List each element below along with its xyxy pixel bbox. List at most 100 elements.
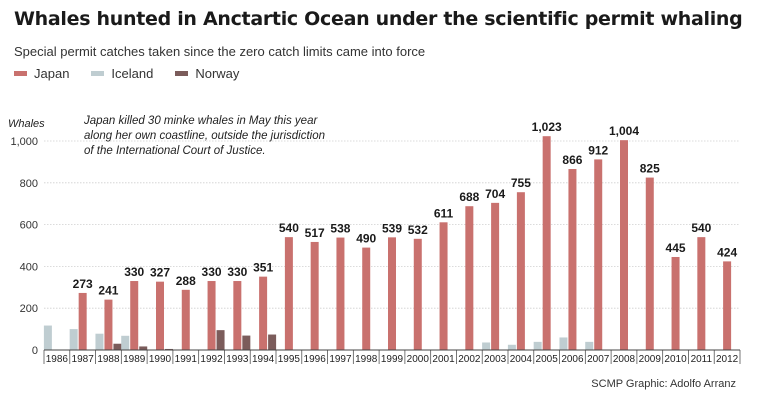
bar-norway xyxy=(242,335,251,350)
bar-japan xyxy=(723,261,732,350)
bar-iceland xyxy=(559,337,568,350)
data-label-japan: 351 xyxy=(253,261,273,275)
bar-japan xyxy=(671,256,680,350)
bar-japan xyxy=(439,222,448,350)
x-tick-label: 1995 xyxy=(278,354,301,365)
bar-iceland xyxy=(585,341,594,350)
x-tick-label: 1987 xyxy=(72,354,95,365)
data-label-japan: 540 xyxy=(691,221,711,235)
data-label-japan: 1,023 xyxy=(532,120,562,134)
bar-japan xyxy=(388,237,396,350)
bar-japan xyxy=(310,241,319,350)
bar-japan xyxy=(362,247,371,350)
x-tick-label: 1991 xyxy=(175,354,198,365)
bar-japan xyxy=(259,276,268,350)
bar-japan xyxy=(491,202,500,350)
data-label-japan: 424 xyxy=(717,245,737,259)
bar-iceland xyxy=(43,325,52,350)
bar-japan xyxy=(568,169,577,350)
bar-japan xyxy=(207,281,216,350)
chart-annotation: Japan killed 30 minke whales in May this… xyxy=(84,115,326,157)
legend-item-norway: Norway xyxy=(175,66,239,81)
x-tick-label: 1992 xyxy=(200,354,223,365)
data-label-japan: 445 xyxy=(666,241,686,255)
bar-japan xyxy=(336,237,345,350)
data-label-japan: 912 xyxy=(588,143,608,157)
data-label-japan: 688 xyxy=(459,190,479,204)
data-label-japan: 517 xyxy=(305,226,325,240)
x-tick-label: 1996 xyxy=(304,354,327,365)
data-label-japan: 330 xyxy=(124,265,144,279)
bar-japan xyxy=(620,140,628,350)
y-tick-label: 800 xyxy=(20,178,38,190)
bar-norway xyxy=(165,348,173,350)
x-tick-label: 2006 xyxy=(561,354,584,365)
y-axis-label: Whales xyxy=(8,118,45,130)
bar-norway xyxy=(268,334,277,350)
x-tick-label: 2010 xyxy=(664,354,687,365)
bar-norway xyxy=(216,330,225,350)
bar-japan xyxy=(645,177,654,350)
bar-japan xyxy=(413,238,422,350)
x-tick-label: 1997 xyxy=(329,354,352,365)
x-tick-label: 1994 xyxy=(252,354,275,365)
data-label-japan: 1,004 xyxy=(609,124,639,138)
data-label-japan: 273 xyxy=(73,277,93,291)
x-tick-label: 1998 xyxy=(355,354,378,365)
bar-japan xyxy=(181,289,190,350)
bar-norway xyxy=(113,343,122,350)
x-tick-label: 2011 xyxy=(691,354,713,365)
legend-swatch-japan xyxy=(14,71,27,76)
y-tick-label: 600 xyxy=(20,220,38,232)
bar-japan xyxy=(542,136,551,350)
legend-item-japan: Japan xyxy=(14,66,69,81)
chart-subtitle: Special permit catches taken since the z… xyxy=(14,44,426,59)
x-tick-label: 1993 xyxy=(226,354,249,365)
bar-japan xyxy=(697,237,706,350)
data-label-japan: 539 xyxy=(382,221,402,235)
data-label-japan: 330 xyxy=(202,265,222,279)
legend-label-norway: Norway xyxy=(195,66,240,81)
bar-japan xyxy=(284,237,293,350)
x-tick-label: 2005 xyxy=(536,354,559,365)
x-tick-label: 2000 xyxy=(407,354,430,365)
bar-iceland xyxy=(95,333,104,350)
bar-japan xyxy=(233,281,242,350)
x-tick-label: 2007 xyxy=(587,354,610,365)
bar-japan xyxy=(156,281,164,350)
x-tick-label: 2004 xyxy=(510,354,533,365)
data-label-japan: 825 xyxy=(640,162,660,176)
legend: Japan Iceland Norway xyxy=(14,66,239,81)
y-tick-label: 200 xyxy=(20,303,38,315)
y-tick-label: 0 xyxy=(32,345,38,357)
x-tick-label: 1990 xyxy=(149,354,172,365)
data-label-japan: 490 xyxy=(356,232,376,246)
bar-japan xyxy=(594,159,603,350)
bar-japan xyxy=(465,206,474,350)
x-tick-label: 2002 xyxy=(458,354,481,365)
bar-iceland xyxy=(69,329,78,350)
legend-swatch-iceland xyxy=(91,71,105,76)
x-tick-label: 1986 xyxy=(46,354,69,365)
bar-japan xyxy=(78,292,87,350)
data-label-japan: 611 xyxy=(434,206,454,220)
x-tick-label: 1989 xyxy=(123,354,146,365)
bar-japan xyxy=(130,281,139,350)
x-tick-label: 2009 xyxy=(639,354,662,365)
bar-iceland xyxy=(482,342,491,350)
legend-item-iceland: Iceland xyxy=(91,66,153,81)
x-tick-label: 2012 xyxy=(716,354,739,365)
x-tick-label: 2001 xyxy=(432,354,455,365)
data-label-japan: 540 xyxy=(279,221,299,235)
legend-label-japan: Japan xyxy=(34,66,70,81)
legend-label-iceland: Iceland xyxy=(111,66,154,81)
y-tick-label: 400 xyxy=(20,261,38,273)
data-label-japan: 288 xyxy=(176,274,196,288)
chart-credit: SCMP Graphic: Adolfo Arranz xyxy=(591,378,736,390)
bar-norway xyxy=(139,346,148,350)
data-label-japan: 241 xyxy=(98,284,118,298)
data-label-japan: 755 xyxy=(511,176,531,190)
x-tick-label: 1999 xyxy=(381,354,404,365)
bar-japan xyxy=(104,299,113,350)
